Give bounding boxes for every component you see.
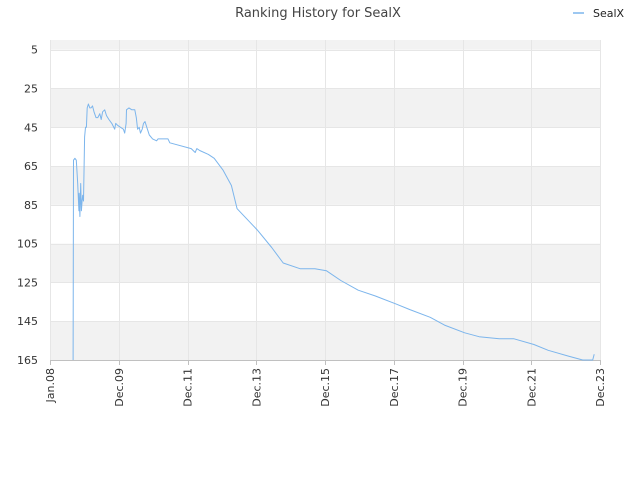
y-axis: 5 25 45 65 85 105 125 145 165 [17, 44, 38, 367]
y-tick-label: 105 [17, 238, 38, 251]
x-tick-label: Dec.19 [457, 368, 470, 407]
y-tick-label: 45 [24, 121, 38, 134]
grid-lines [50, 40, 601, 361]
series-line-sealx [72, 103, 595, 361]
x-tick-label: Dec.09 [113, 368, 126, 407]
x-tick-label: Dec.13 [250, 368, 263, 407]
y-tick-label: 5 [31, 44, 38, 57]
y-tick-label: 65 [24, 160, 38, 173]
legend-label: SealX [593, 7, 625, 20]
y-tick-label: 25 [24, 82, 38, 95]
y-tick-label: 165 [17, 354, 38, 367]
chart-title: Ranking History for SealX [235, 6, 401, 21]
y-tick-label: 145 [17, 315, 38, 328]
x-tick-label: Dec.23 [594, 368, 607, 407]
x-tick-label: Dec.15 [319, 368, 332, 407]
y-tick-label: 85 [24, 199, 38, 212]
x-tick-label: Jan.08 [44, 368, 57, 403]
x-axis: Jan.08 Dec.09 Dec.11 Dec.13 Dec.15 Dec.17 Dec.… [44, 360, 607, 407]
x-tick-label: Dec.17 [388, 368, 401, 407]
x-tick-label: Dec.11 [182, 368, 195, 407]
x-tick-label: Dec.21 [525, 368, 538, 407]
y-tick-label: 125 [17, 276, 38, 289]
legend[interactable]: SealX [573, 7, 625, 20]
